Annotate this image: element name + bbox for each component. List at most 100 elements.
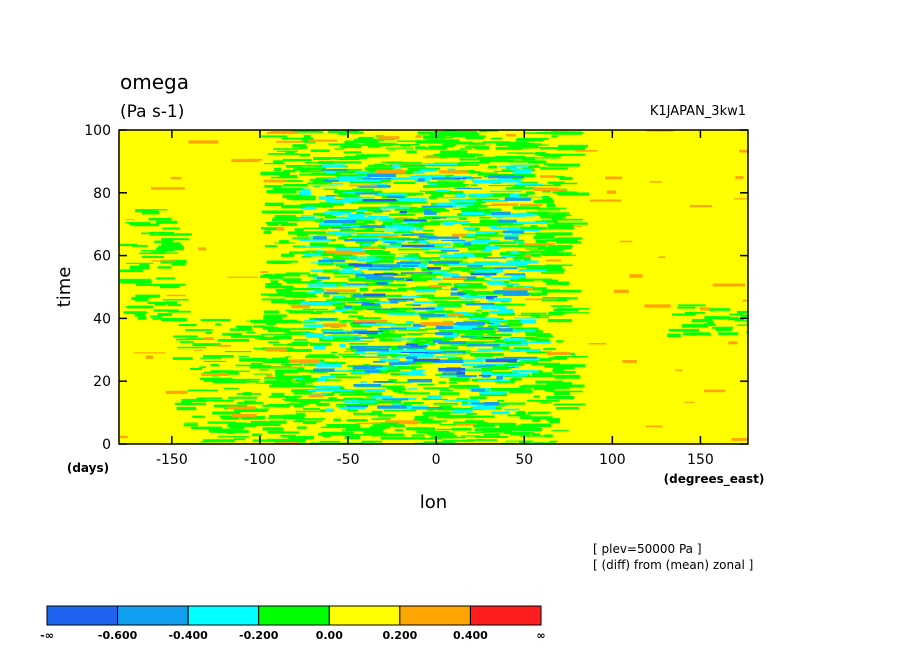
field-streak-r2 — [554, 375, 581, 379]
field-streak-r1 — [196, 397, 223, 399]
field-streak-r1 — [185, 329, 210, 331]
field-streak-r4 — [504, 198, 531, 201]
field-streak-r3 — [489, 310, 508, 314]
field-streak-r2 — [452, 208, 463, 210]
field-streak-r2 — [442, 141, 453, 146]
field-streak-r2 — [365, 228, 374, 232]
field-streak-r1 — [203, 360, 227, 362]
field-streak-r2 — [322, 435, 332, 437]
field-streak-r2 — [394, 218, 414, 220]
field-streak-r4 — [355, 273, 378, 277]
field-streak-r2 — [467, 439, 498, 441]
field-streak-r4 — [412, 304, 421, 307]
field-streak-r1 — [240, 358, 273, 362]
field-streak-r2 — [532, 419, 541, 422]
field-streak-r2 — [443, 130, 458, 132]
field-streak-r5 — [364, 303, 375, 305]
field-streak-r3 — [301, 332, 311, 335]
field-streak-r0 — [154, 240, 173, 243]
field-streak-r4 — [496, 357, 519, 360]
field-streak-r2 — [442, 130, 475, 133]
field-streak-r0 — [161, 283, 186, 286]
field-streak-r2 — [387, 258, 403, 260]
field-streak-r2 — [332, 297, 357, 301]
field-streak-r2 — [542, 254, 576, 256]
field-streak-r2 — [539, 212, 570, 215]
field-streak-r0 — [147, 301, 176, 304]
colorbar-swatch — [46, 605, 119, 626]
field-streak-r3 — [479, 391, 504, 395]
field-streak-r3 — [392, 168, 402, 171]
field-streak-r2 — [551, 227, 569, 230]
field-streak-r3 — [434, 288, 466, 291]
field-streak-r0 — [138, 263, 150, 266]
field-streak-r2 — [348, 343, 368, 345]
field-streak-r2 — [264, 202, 284, 206]
field-streak-r7 — [690, 205, 713, 208]
field-streak-r4 — [359, 185, 391, 188]
field-streak-r2 — [548, 252, 572, 255]
field-streak-r2 — [337, 168, 363, 171]
field-streak-r2 — [507, 414, 531, 417]
field-streak-r2 — [407, 222, 441, 226]
field-streak-r4 — [421, 205, 453, 208]
field-streak-r2 — [283, 320, 302, 323]
field-streak-r2 — [443, 416, 459, 419]
field-streak-r3 — [489, 322, 501, 326]
field-streak-r2 — [303, 135, 311, 139]
field-streak-r3 — [354, 170, 368, 174]
field-streak-r2 — [439, 330, 468, 334]
field-streak-r4 — [431, 177, 460, 180]
field-streak-r2 — [285, 310, 292, 312]
field-streak-r2 — [517, 314, 551, 316]
field-streak-r4 — [477, 365, 492, 367]
field-streak-r2 — [330, 351, 337, 354]
field-streak-r3 — [348, 214, 365, 218]
field-streak-r2 — [288, 436, 314, 440]
field-streak-r2 — [328, 209, 359, 211]
field-streak-r2 — [350, 305, 382, 309]
field-streak-r2 — [431, 310, 453, 313]
field-streak-r2 — [553, 237, 580, 240]
field-streak-r2 — [271, 392, 285, 396]
field-streak-r2 — [360, 287, 369, 291]
field-streak-r5 — [485, 359, 517, 363]
field-streak-r7 — [644, 304, 671, 308]
field-streak-r2 — [293, 404, 304, 408]
field-streak-r3 — [474, 262, 504, 266]
field-streak-r7 — [619, 240, 633, 243]
field-streak-r7 — [506, 134, 516, 137]
field-streak-r0 — [120, 280, 152, 284]
field-streak-r2 — [454, 285, 487, 289]
field-streak-r2 — [452, 202, 481, 206]
field-streak-r3 — [472, 405, 496, 410]
field-streak-r2 — [318, 161, 334, 165]
field-streak-r2 — [265, 221, 289, 224]
field-streak-r1 — [200, 441, 209, 443]
field-streak-r7 — [540, 175, 556, 178]
field-streak-r2 — [491, 388, 525, 391]
field-streak-r4 — [364, 369, 381, 373]
field-streak-r2 — [294, 228, 304, 232]
field-streak-r2 — [368, 413, 377, 416]
field-streak-r2 — [363, 220, 375, 224]
field-streak-r2 — [546, 418, 560, 421]
field-streak-r2 — [261, 135, 288, 138]
field-streak-r2 — [457, 408, 483, 410]
field-streak-r4 — [373, 210, 391, 212]
field-streak-r1 — [250, 319, 276, 323]
field-streak-r2 — [358, 136, 374, 139]
field-streak-r2 — [262, 427, 284, 431]
field-streak-r7 — [151, 260, 175, 262]
field-streak-r1 — [212, 411, 241, 415]
field-streak-r3 — [491, 215, 525, 217]
field-streak-r2 — [530, 144, 549, 146]
field-streak-r3 — [354, 179, 366, 182]
field-streak-r2 — [355, 241, 375, 244]
field-streak-r2 — [352, 188, 374, 192]
field-streak-r2 — [428, 196, 437, 199]
field-streak-r7 — [145, 355, 154, 359]
field-streak-r3 — [300, 301, 329, 305]
field-streak-r2 — [501, 173, 536, 178]
field-streak-r2 — [328, 397, 337, 401]
